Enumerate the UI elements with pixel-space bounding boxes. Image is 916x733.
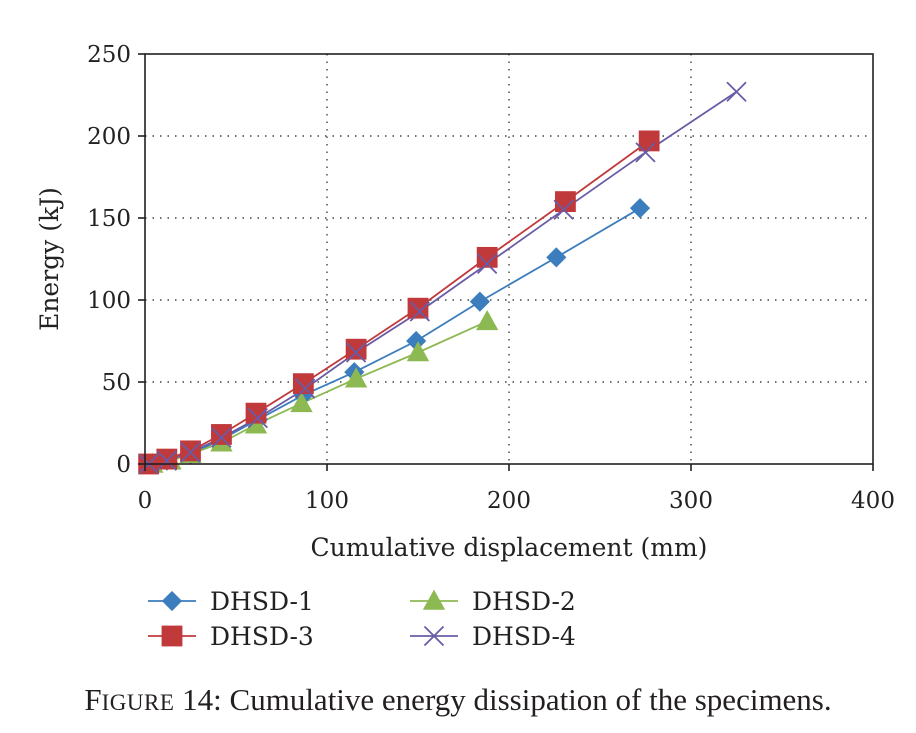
x-stroke bbox=[180, 442, 201, 463]
y-tick-label: 150 bbox=[87, 206, 131, 232]
series-line-dhsd-2 bbox=[152, 320, 488, 465]
x-stroke bbox=[409, 301, 430, 322]
data-point-dhsd-3 bbox=[211, 424, 232, 445]
legend-marker bbox=[161, 590, 183, 612]
x-stroke bbox=[345, 342, 367, 363]
data-point-dhsd-4 bbox=[553, 199, 574, 220]
data-point-dhsd-4 bbox=[180, 442, 201, 463]
data-point-dhsd-2 bbox=[344, 367, 368, 388]
series-markers bbox=[138, 81, 747, 475]
data-point-dhsd-2 bbox=[290, 391, 313, 413]
data-point-dhsd-4 bbox=[635, 142, 656, 163]
data-point-dhsd-3 bbox=[476, 246, 498, 268]
data-point-dhsd-4 bbox=[477, 253, 498, 275]
y-tick-label: 250 bbox=[87, 42, 131, 68]
legend-item-dhsd-4: DHSD-4 bbox=[410, 622, 576, 651]
legend-item-dhsd-2: DHSD-2 bbox=[410, 587, 576, 616]
data-point-dhsd-4 bbox=[345, 342, 367, 363]
legend-label: DHSD-3 bbox=[210, 622, 314, 651]
y-tick-label: 0 bbox=[116, 452, 131, 478]
legend-label: DHSD-4 bbox=[472, 622, 576, 651]
x-tick-label: 400 bbox=[851, 488, 895, 514]
grid-lines bbox=[145, 54, 873, 464]
x-stroke bbox=[247, 407, 268, 429]
data-point-dhsd-4 bbox=[247, 407, 268, 429]
data-point-dhsd-2 bbox=[475, 309, 499, 331]
x-tick-label: 0 bbox=[138, 488, 153, 514]
data-point-dhsd-4 bbox=[409, 301, 430, 322]
y-tick-label: 100 bbox=[87, 288, 131, 314]
data-point-dhsd-3 bbox=[407, 297, 429, 319]
data-point-dhsd-4 bbox=[156, 450, 177, 471]
caption-text: Cumulative energy dissipation of the spe… bbox=[229, 682, 832, 717]
data-point-dhsd-1 bbox=[546, 247, 567, 268]
series-line-dhsd-3 bbox=[148, 140, 650, 465]
data-point-dhsd-4 bbox=[726, 81, 747, 102]
y-tick-label: 50 bbox=[102, 370, 131, 396]
legend-marker bbox=[161, 625, 183, 647]
x-stroke bbox=[553, 199, 574, 220]
figure-caption: FIGURE 14: Cumulative energy dissipation… bbox=[0, 682, 916, 718]
x-stroke bbox=[295, 378, 316, 399]
data-point-dhsd-3 bbox=[156, 448, 178, 470]
legend-item-dhsd-3: DHSD-3 bbox=[148, 622, 314, 651]
x-axis-title: Cumulative displacement (mm) bbox=[311, 533, 708, 562]
x-tick-label: 200 bbox=[487, 488, 531, 514]
data-point-dhsd-1 bbox=[469, 291, 490, 312]
data-point-dhsd-4 bbox=[211, 427, 232, 448]
x-tick-label: 300 bbox=[669, 488, 713, 514]
axis-ticks bbox=[138, 53, 874, 471]
legend-item-dhsd-1: DHSD-1 bbox=[148, 587, 314, 616]
data-point-dhsd-2 bbox=[244, 413, 268, 434]
legend: DHSD-1 DHSD-2 DHSD-3 DHSD-4 bbox=[148, 587, 576, 651]
legend-label: DHSD-2 bbox=[472, 587, 576, 616]
data-point-dhsd-1 bbox=[629, 198, 651, 219]
x-stroke bbox=[477, 253, 498, 275]
x-stroke bbox=[726, 81, 747, 102]
x-stroke bbox=[156, 450, 177, 471]
data-point-dhsd-3 bbox=[638, 130, 660, 152]
legend-label: DHSD-1 bbox=[210, 587, 314, 616]
legend-marker bbox=[423, 625, 445, 647]
data-point-dhsd-3 bbox=[245, 402, 267, 424]
tick-labels: 0 100 200 300 400 0 50 100 150 200 250 bbox=[87, 42, 895, 514]
data-point-dhsd-4 bbox=[295, 378, 316, 399]
data-point-dhsd-3 bbox=[345, 338, 367, 360]
caption-label: FIGURE 14: bbox=[84, 682, 222, 717]
x-stroke bbox=[635, 142, 656, 163]
legend-marker bbox=[422, 589, 446, 610]
x-stroke bbox=[423, 625, 445, 647]
x-stroke bbox=[211, 427, 232, 448]
data-point-dhsd-2 bbox=[406, 341, 430, 362]
x-tick-label: 100 bbox=[305, 488, 349, 514]
data-point-dhsd-3 bbox=[292, 373, 314, 395]
data-point-dhsd-3 bbox=[180, 440, 201, 462]
y-tick-label: 200 bbox=[87, 124, 131, 150]
y-axis-title: Energy (kJ) bbox=[35, 187, 64, 331]
